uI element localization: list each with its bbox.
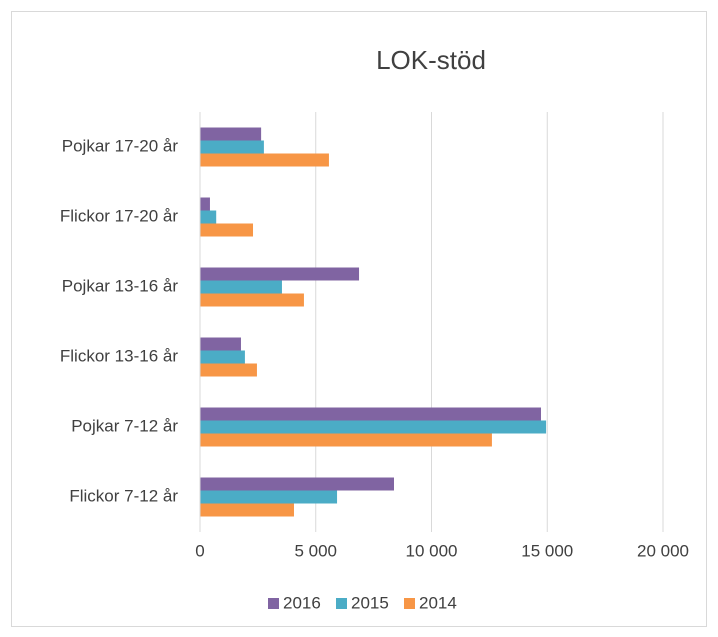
- bar: [200, 477, 394, 491]
- bar: [200, 223, 254, 237]
- y-tick-label: Pojkar 17-20 år: [62, 136, 179, 155]
- y-tick-label: Pojkar 7-12 år: [71, 416, 178, 435]
- bar: [200, 197, 210, 211]
- y-tick-label: Flickor 13-16 år: [60, 346, 178, 365]
- x-tick-label: 15 000: [521, 541, 573, 560]
- bar: [200, 293, 304, 307]
- y-tick-label: Flickor 7-12 år: [69, 486, 178, 505]
- chart-title: LOK-stöd: [376, 45, 486, 75]
- bar: [200, 503, 294, 517]
- bar: [200, 140, 264, 154]
- x-tick-label: 10 000: [406, 541, 458, 560]
- legend-swatch: [336, 598, 347, 609]
- bar: [200, 420, 547, 434]
- legend-swatch: [268, 598, 279, 609]
- bar: [200, 153, 329, 167]
- legend-label: 2015: [351, 593, 389, 612]
- bar: [200, 337, 241, 351]
- y-tick-label: Pojkar 13-16 år: [62, 276, 179, 295]
- legend-label: 2016: [283, 593, 321, 612]
- chart-border: [11, 11, 707, 627]
- legend-swatch: [404, 598, 415, 609]
- bar: [200, 210, 217, 224]
- bar: [200, 267, 360, 281]
- legend-label: 2014: [419, 593, 457, 612]
- x-tick-label: 0: [195, 541, 204, 560]
- x-tick-label: 20 000: [637, 541, 689, 560]
- y-tick-label: Flickor 17-20 år: [60, 206, 178, 225]
- bar: [200, 407, 541, 421]
- bar: [200, 127, 262, 141]
- bar: [200, 490, 338, 504]
- bar: [200, 280, 282, 294]
- x-tick-label: 5 000: [294, 541, 337, 560]
- bar: [200, 363, 257, 377]
- bar: [200, 350, 245, 364]
- bar: [200, 433, 492, 447]
